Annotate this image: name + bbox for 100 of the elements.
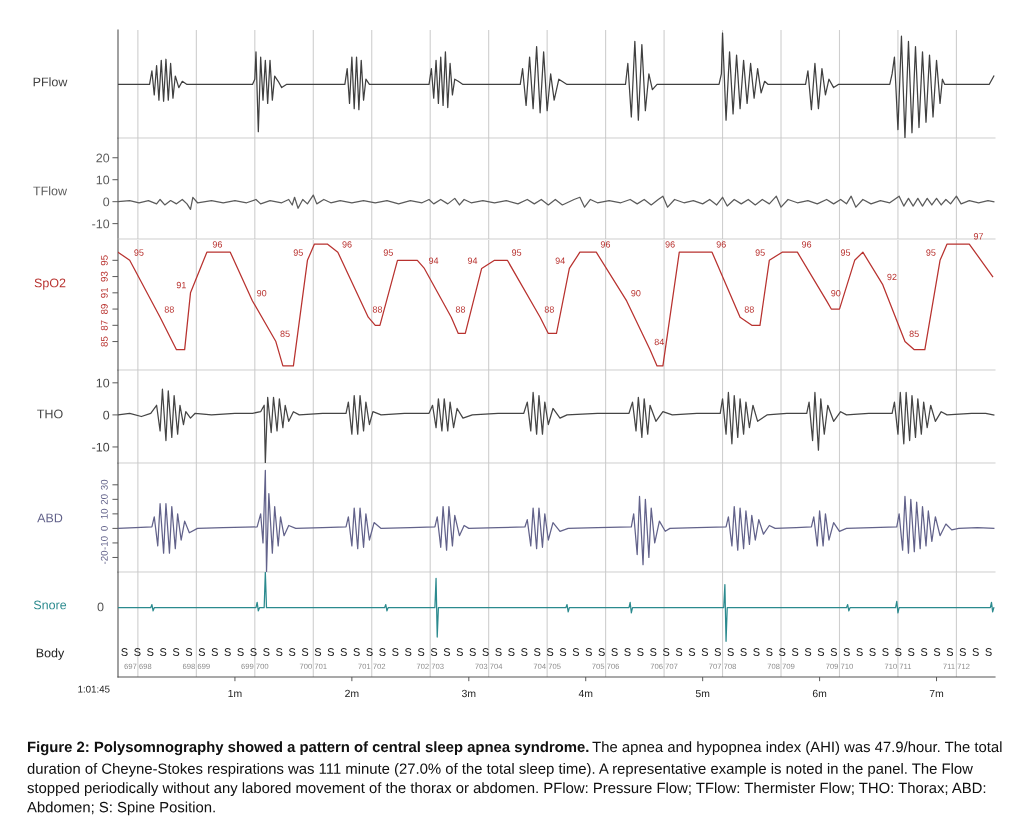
annotation: S [469, 648, 476, 656]
data-label: 88 [455, 306, 466, 313]
y-tick-label: 10 [96, 175, 110, 185]
annotation: S [172, 648, 180, 656]
data-label: 88 [544, 306, 554, 313]
annotation: S [314, 648, 322, 656]
annotation: S [456, 648, 463, 656]
annotation: S [353, 648, 360, 656]
annotation: S [675, 648, 683, 656]
x-tick-label: 7m [929, 689, 944, 698]
data-label: 88 [372, 306, 383, 313]
annotation: S [366, 648, 373, 656]
annotation: S [624, 648, 631, 656]
annotation: S [637, 648, 644, 656]
text: Body [36, 648, 65, 660]
y-tick-label: 0 [103, 197, 110, 207]
data-label: 95 [840, 249, 851, 256]
y-tick-label: 0 [100, 526, 108, 531]
data-label: 95 [293, 249, 303, 256]
annotation: S [611, 648, 618, 656]
annotation: S [288, 648, 296, 656]
annotation: S [972, 648, 979, 656]
annotation: S [869, 648, 876, 656]
data-label: 95 [926, 249, 936, 256]
annotation: S [714, 648, 721, 656]
annotation: S [224, 648, 231, 656]
line-series [118, 243, 994, 367]
data-label: 94 [428, 257, 439, 264]
data-label: 96 [801, 241, 812, 248]
y-axis-title: SpO2 [34, 278, 66, 290]
y-tick-label: 10 [100, 508, 108, 519]
annotation: S [817, 648, 825, 656]
annotation: S [933, 648, 941, 656]
annotation: S [727, 648, 734, 656]
data-label: 85 [909, 330, 919, 337]
annotation: S [585, 648, 592, 656]
annotation: S [121, 648, 128, 656]
annotation: S [301, 648, 309, 656]
annotation: S [237, 648, 244, 656]
caption: Figure 2: Polysomnography showed a pattern of central sleep apnea syndrome. [27, 741, 589, 756]
annotation: S [662, 648, 670, 656]
data-label: 95 [383, 249, 393, 256]
y-axis-title: PFlow [33, 77, 68, 87]
annotation: S [443, 648, 451, 656]
data-label: 95 [134, 249, 144, 256]
data-label: 92 [887, 273, 897, 281]
annotation: S [198, 648, 206, 656]
y-tick-label: 20 [100, 494, 108, 505]
annotation: S [482, 648, 489, 656]
annotation: S [688, 648, 696, 656]
annotation: S [882, 648, 889, 656]
text: 1:01:45 [78, 685, 110, 693]
annotation: S [946, 648, 954, 656]
annotation: S [740, 648, 747, 656]
y-tick-label: 87 [100, 320, 108, 331]
data-label: 90 [831, 289, 841, 297]
annotation: S [211, 648, 218, 656]
text: The apnea and hypopnea index (AHI) was 47.9/hour. The total [592, 741, 1002, 756]
annotation: S [830, 648, 837, 656]
annotation: S [533, 648, 541, 656]
data-label: 96 [342, 241, 352, 248]
annotation: S [417, 648, 425, 656]
annotation: S [791, 648, 799, 656]
y-tick-label: 85 [100, 336, 108, 347]
annotation: S [276, 648, 283, 656]
y-tick-label: -20 [100, 550, 108, 565]
y-tick-label: 91 [100, 287, 108, 298]
annotation: S [856, 648, 863, 656]
data-label: 94 [467, 257, 478, 264]
x-tick-label: 4m [578, 689, 593, 698]
annotation: S [650, 648, 657, 656]
annotation: S [804, 648, 812, 656]
y-axis-title: ABD [37, 513, 63, 523]
x-tick-label: 1m [228, 689, 242, 698]
data-label: 95 [755, 249, 765, 256]
annotation: S [598, 648, 605, 656]
annotation: S [340, 648, 347, 656]
data-label: 88 [744, 306, 754, 313]
data-label: 95 [511, 249, 522, 256]
y-tick-label: 10 [96, 378, 110, 388]
annotation: S [159, 648, 167, 656]
data-label: 97 [973, 233, 984, 240]
line-series [118, 388, 995, 463]
x-tick-label: 6m [812, 689, 827, 698]
y-tick-label: 30 [100, 479, 108, 490]
annotation: S [895, 648, 902, 656]
y-tick-label: 0 [103, 410, 110, 420]
annotation: S [327, 648, 334, 656]
y-tick-label: -10 [100, 536, 108, 550]
y-axis-title: TFlow [33, 186, 68, 196]
annotation: S [907, 648, 915, 656]
annotation: S [185, 648, 193, 656]
annotation: S [404, 648, 412, 656]
annotation: S [147, 648, 154, 656]
y-tick-label: -10 [92, 219, 110, 229]
annotation: S [779, 648, 786, 656]
annotation: S [959, 648, 966, 656]
y-tick-label: -10 [92, 442, 110, 452]
annotation: S [250, 648, 257, 656]
y-axis-title: THO [37, 409, 63, 419]
